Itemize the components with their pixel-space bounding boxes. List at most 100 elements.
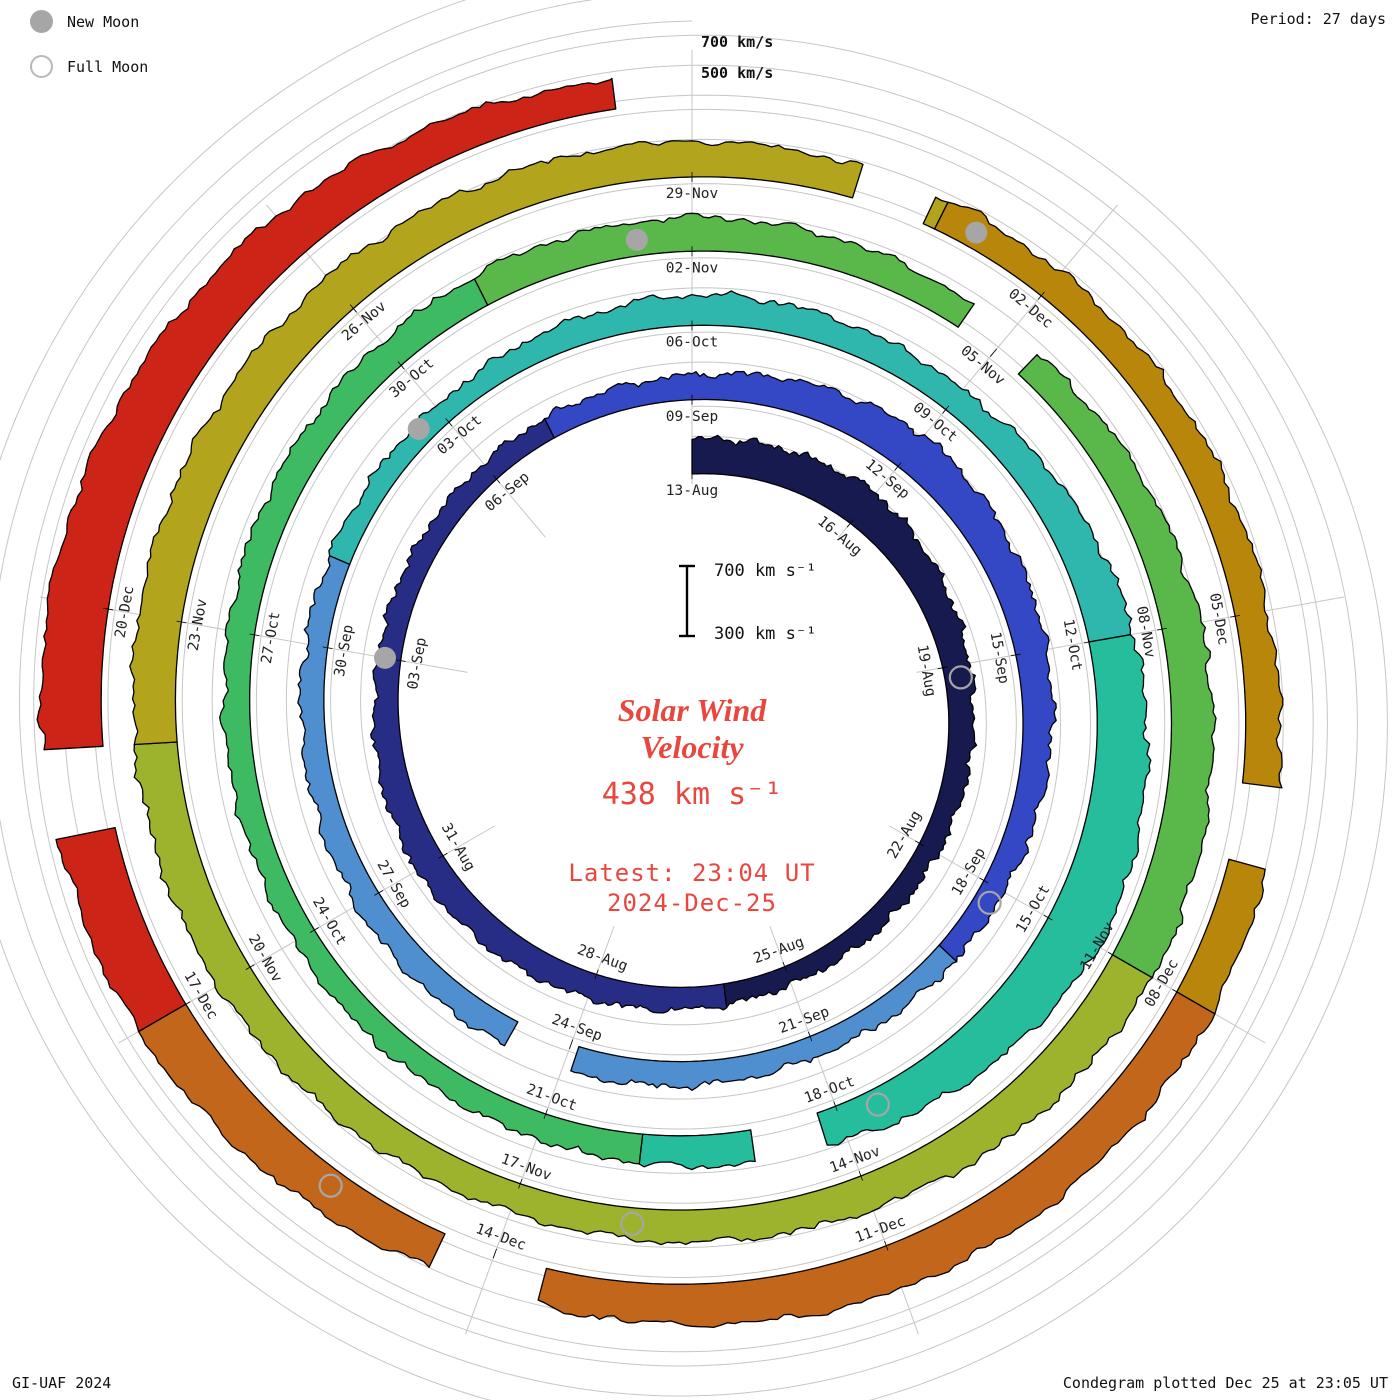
new-moon-marker bbox=[373, 646, 396, 669]
date-label: 03-Sep bbox=[405, 636, 430, 690]
moon-legend: New Moon Full Moon bbox=[30, 10, 148, 78]
date-label: 30-Sep bbox=[332, 624, 357, 678]
velocity-band bbox=[36, 77, 617, 751]
velocity-band bbox=[537, 991, 1216, 1329]
date-tick bbox=[1083, 640, 1094, 644]
date-tick bbox=[782, 961, 787, 972]
full-moon-marker bbox=[977, 890, 1002, 915]
date-tick bbox=[397, 361, 405, 370]
legend-full-moon: Full Moon bbox=[30, 55, 148, 78]
velocity-band bbox=[816, 634, 1152, 1146]
full-moon-marker bbox=[865, 1092, 890, 1117]
date-tick bbox=[989, 348, 997, 357]
legend-new-moon-label: New Moon bbox=[67, 12, 140, 31]
date-tick bbox=[309, 927, 319, 933]
date-tick bbox=[249, 633, 260, 637]
date-tick bbox=[103, 607, 114, 611]
date-tick bbox=[543, 1109, 548, 1119]
date-tick bbox=[942, 405, 950, 414]
date-label: 23-Nov bbox=[186, 597, 211, 652]
legend-new-moon: New Moon bbox=[30, 10, 148, 33]
latest-velocity-value: 438 km s⁻¹ bbox=[601, 777, 783, 812]
date-label: 27-Oct bbox=[259, 611, 284, 665]
credit-label: GI-UAF 2024 bbox=[12, 1374, 112, 1392]
full-moon-marker bbox=[318, 1173, 343, 1198]
grid-spoke bbox=[838, 204, 1118, 538]
date-label: 14-Dec bbox=[473, 1221, 528, 1254]
full-moon-marker bbox=[948, 665, 973, 690]
legend-full-moon-label: Full Moon bbox=[67, 57, 149, 76]
date-tick bbox=[833, 1101, 838, 1112]
date-tick bbox=[979, 877, 989, 884]
scale-700-label: 700 km s⁻¹ bbox=[714, 561, 817, 581]
latest-date-line: 2024-Dec-25 bbox=[607, 889, 777, 917]
date-tick bbox=[594, 969, 599, 980]
date-tick bbox=[245, 964, 255, 970]
date-tick bbox=[445, 418, 453, 427]
date-label: 05-Dec bbox=[1206, 592, 1231, 646]
date-tick bbox=[1037, 291, 1045, 300]
new-moon-marker bbox=[965, 221, 988, 244]
date-tick bbox=[176, 620, 187, 624]
date-tick bbox=[438, 852, 448, 859]
scale-bar-icon bbox=[679, 564, 695, 638]
scale-300-label: 300 km s⁻¹ bbox=[714, 624, 817, 644]
latest-time-line: Latest: 23:04 UT bbox=[568, 859, 816, 887]
velocity-band bbox=[55, 826, 187, 1033]
date-tick bbox=[518, 1178, 523, 1189]
new-moon-marker bbox=[625, 228, 648, 251]
velocity-band bbox=[933, 201, 1284, 789]
date-label: 02-Nov bbox=[666, 260, 719, 276]
full-moon-icon bbox=[30, 55, 53, 78]
date-label: 06-Oct bbox=[666, 335, 718, 351]
date-tick bbox=[181, 1001, 191, 1008]
date-tick bbox=[1107, 951, 1117, 958]
date-label: 09-Sep bbox=[666, 409, 718, 425]
date-tick bbox=[884, 1240, 889, 1251]
date-tick bbox=[322, 646, 333, 650]
date-label: 05-Nov bbox=[957, 343, 1008, 389]
date-label: 20-Dec bbox=[113, 585, 138, 639]
date-label: 12-Oct bbox=[1060, 618, 1085, 672]
date-label: 15-Sep bbox=[987, 631, 1012, 685]
date-tick bbox=[858, 1171, 863, 1181]
outer-axis-500-label: 500 km/s bbox=[701, 64, 774, 82]
velocity-band bbox=[473, 212, 975, 328]
velocity-scale-bar bbox=[674, 560, 704, 648]
date-tick bbox=[937, 666, 948, 670]
date-tick bbox=[395, 659, 406, 662]
date-tick bbox=[915, 840, 925, 847]
date-tick bbox=[1172, 989, 1182, 995]
date-label: 29-Nov bbox=[666, 186, 719, 202]
outer-axis-700-label: 700 km/s bbox=[701, 33, 774, 51]
date-tick bbox=[374, 890, 384, 896]
date-tick bbox=[1157, 627, 1167, 631]
date-tick bbox=[1010, 653, 1021, 657]
date-tick bbox=[569, 1039, 574, 1050]
date-tick bbox=[349, 304, 357, 313]
date-tick bbox=[846, 519, 854, 528]
date-tick bbox=[1043, 914, 1053, 921]
date-tick bbox=[493, 475, 501, 484]
chart-title: Solar Wind Velocity bbox=[442, 692, 942, 766]
velocity-band bbox=[638, 1129, 756, 1171]
plotted-timestamp-label: Condegram plotted Dec 25 at 23:05 UT bbox=[1062, 1374, 1388, 1392]
full-moon-marker bbox=[620, 1211, 645, 1236]
new-moon-marker bbox=[407, 417, 430, 440]
date-tick bbox=[894, 462, 902, 471]
velocity-band bbox=[570, 944, 958, 1091]
date-label: 19-Aug bbox=[914, 644, 939, 698]
date-tick bbox=[492, 1248, 497, 1259]
chart-title-line1: Solar Wind bbox=[617, 692, 767, 728]
date-label: 24-Sep bbox=[550, 1012, 605, 1045]
date-tick bbox=[1230, 614, 1241, 618]
date-tick bbox=[807, 1031, 813, 1042]
period-label: Period: 27 days bbox=[1250, 10, 1386, 28]
velocity-band bbox=[129, 140, 864, 746]
latest-timestamp: Latest: 23:04 UT 2024-Dec-25 bbox=[442, 858, 942, 918]
date-label: 13-Aug bbox=[666, 483, 718, 499]
chart-title-line2: Velocity bbox=[640, 729, 744, 765]
new-moon-icon bbox=[30, 10, 53, 33]
